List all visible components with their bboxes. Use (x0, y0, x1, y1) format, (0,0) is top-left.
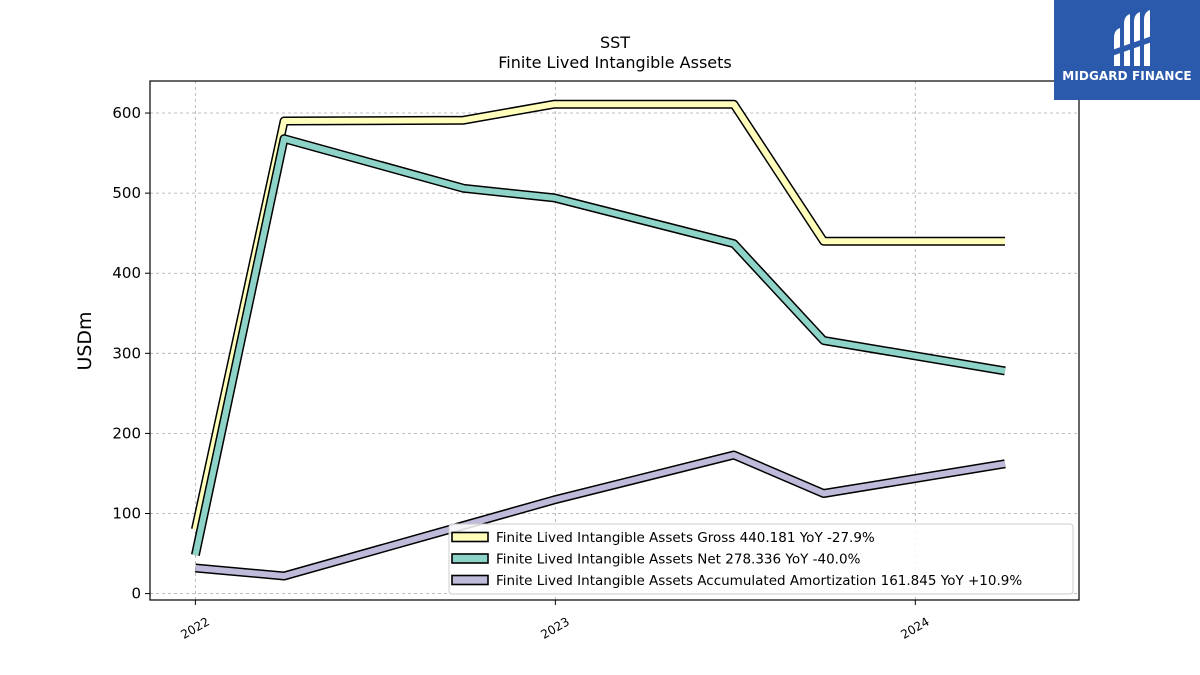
legend-entry: Finite Lived Intangible Assets Net 278.3… (496, 552, 861, 568)
y-tick-label: 400 (112, 264, 141, 282)
legend-entry: Finite Lived Intangible Assets Gross 440… (496, 530, 875, 546)
y-tick-label: 0 (131, 585, 141, 603)
brand-logo: MIDGARD FINANCE (1054, 0, 1200, 100)
legend-swatch (451, 531, 489, 543)
series-lines (190, 99, 1006, 581)
series-line-2 (192, 135, 1006, 556)
chart-subtitle: Finite Lived Intangible Assets (498, 53, 731, 72)
chart-title: SST (600, 33, 630, 52)
x-tick-label: 2024 (898, 614, 931, 641)
y-tick-label: 100 (112, 505, 141, 523)
series-line-1 (192, 101, 1005, 531)
series-outline-1 (191, 99, 1005, 531)
legend-swatch (451, 553, 489, 564)
brand-name: MIDGARD FINANCE (1062, 69, 1192, 83)
grid (150, 81, 1079, 600)
y-tick-label: 200 (112, 424, 141, 442)
y-tick-label: 300 (112, 344, 141, 362)
x-axis-ticks: 2022 2023 2024 (178, 600, 932, 642)
y-tick-label: 600 (112, 104, 141, 122)
legend-swatch (451, 574, 489, 586)
plot-frame (149, 80, 1080, 601)
legend-box (448, 523, 1074, 595)
series-line-3 (195, 452, 1006, 579)
legend: Finite Lived Intangible Assets Gross 440… (448, 523, 1074, 595)
legend-entry: Finite Lived Intangible Assets Accumulat… (496, 573, 1022, 589)
y-tick-label: 500 (112, 184, 141, 202)
midgard-logo-icon (1112, 10, 1152, 66)
y-axis-ticks: 0 100 200 300 400 500 600 (112, 104, 150, 603)
x-tick-label: 2023 (538, 614, 571, 641)
y-axis-label: USDm (74, 311, 96, 370)
x-tick-label: 2022 (178, 614, 211, 641)
